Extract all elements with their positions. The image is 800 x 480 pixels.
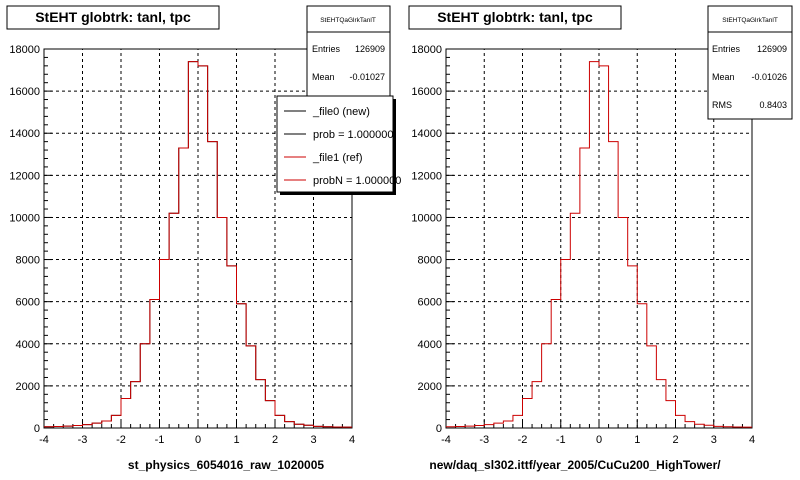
legend-label-2: _file1 (ref): [312, 152, 363, 164]
right-ytick-label: 18000: [411, 44, 442, 56]
left-xtick-label: 4: [349, 434, 355, 446]
right-plot-frame: [445, 48, 753, 429]
left-ytick-label: 6000: [16, 297, 40, 309]
left-stats-label-0: Entries: [312, 44, 341, 54]
left-legend: _file0 (new) prob = 1.000000 _file1 (ref) p…: [284, 106, 401, 187]
left-xtick-label: 1: [233, 434, 239, 446]
left-ytick-label: 14000: [9, 128, 40, 140]
right-title-box: [408, 5, 622, 30]
right-ytick-label: 16000: [411, 86, 442, 98]
right-ytick-label: 6000: [418, 297, 442, 309]
right-ticks: 0 2000 4000 6000 8000 10000 12000 14000 16000 180…: [411, 44, 755, 446]
left-ticks: 0 2000 4000 6000 8000 10000 12000 14000 16000 180…: [9, 44, 355, 446]
right-series: [446, 61, 752, 428]
left-histogram-series-1: [44, 61, 352, 428]
right-stats-value-0: 126909: [757, 44, 787, 54]
right-xtick-label: 1: [634, 434, 640, 446]
right-xtick-label: 0: [596, 434, 602, 446]
left-panel: StEHT globtrk: tanl, tpc 0 2000 4000 6000 80…: [6, 5, 401, 472]
left-ytick-label: 12000: [9, 170, 40, 182]
left-xlabel: st_physics_6054016_raw_1020005: [128, 458, 324, 472]
right-xtick-label: 2: [672, 434, 678, 446]
left-stats-value-0: 126909: [355, 44, 385, 54]
right-stats-name: StEHTQaGlrkTanlT: [722, 17, 778, 24]
left-ytick-label: 4000: [16, 339, 40, 351]
left-ytick-label: 16000: [9, 86, 40, 98]
right-panel: StEHT globtrk: tanl, tpc 0 2000 4000 6000 80…: [408, 5, 793, 472]
right-grid: [446, 48, 752, 428]
left-ytick-label: 0: [34, 423, 40, 435]
right-title: StEHT globtrk: tanl, tpc: [437, 9, 593, 25]
left-xtick-label: 3: [310, 434, 316, 446]
right-xtick-label: 4: [749, 434, 755, 446]
right-xtick-label: -3: [479, 434, 489, 446]
right-xtick-label: -4: [441, 434, 451, 446]
left-xtick-label: -3: [78, 434, 88, 446]
legend-label-3: probN = 1.000000: [313, 175, 401, 187]
left-stats-name: StEHTQaGlrkTanlT: [320, 17, 376, 24]
left-xtick-label: 2: [272, 434, 278, 446]
right-stats-label-0: Entries: [712, 44, 741, 54]
left-ytick-label: 2000: [16, 381, 40, 393]
right-xtick-label: -1: [556, 434, 566, 446]
right-stats-label-2: RMS: [712, 100, 732, 110]
right-ytick-label: 2000: [418, 381, 442, 393]
left-title-box: [6, 5, 220, 30]
left-ytick-label: 18000: [9, 44, 40, 56]
right-stats-value-2: 0.8403: [759, 100, 787, 110]
left-xtick-label: 0: [195, 434, 201, 446]
left-xtick-label: -4: [39, 434, 49, 446]
right-ytick-label: 10000: [411, 212, 442, 224]
left-stats-value-1: -0.01027: [349, 72, 385, 82]
right-stats-label-1: Mean: [712, 72, 735, 82]
right-ytick-label: 14000: [411, 128, 442, 140]
left-title: StEHT globtrk: tanl, tpc: [35, 9, 191, 25]
legend-label-0: _file0 (new): [312, 106, 370, 118]
right-ytick-label: 4000: [418, 339, 442, 351]
right-xlabel: new/daq_sl302.ittf/year_2005/CuCu200_Hig…: [429, 458, 721, 472]
right-ytick-label: 12000: [411, 170, 442, 182]
left-legend-box: [276, 95, 394, 193]
left-xtick-label: -2: [116, 434, 126, 446]
right-xtick-label: 3: [711, 434, 717, 446]
right-ytick-label: 0: [436, 423, 442, 435]
right-histogram-series-0: [446, 61, 752, 428]
left-xtick-label: -1: [155, 434, 165, 446]
left-ytick-label: 8000: [16, 255, 40, 267]
left-stats-label-1: Mean: [312, 72, 335, 82]
left-series: [44, 61, 352, 428]
right-stats-box: [707, 5, 793, 120]
left-ytick-label: 10000: [9, 212, 40, 224]
legend-label-1: prob = 1.000000: [313, 129, 393, 141]
right-ytick-label: 8000: [418, 255, 442, 267]
right-xtick-label: -2: [518, 434, 528, 446]
right-stats-value-1: -0.01026: [751, 72, 787, 82]
